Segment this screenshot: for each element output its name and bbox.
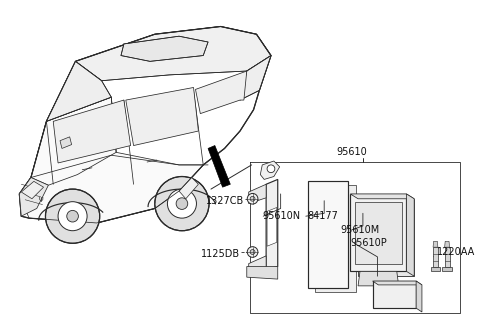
Text: 95610: 95610	[337, 147, 368, 157]
Polygon shape	[350, 194, 414, 199]
Circle shape	[46, 189, 100, 243]
Polygon shape	[315, 185, 356, 292]
Polygon shape	[358, 272, 399, 286]
Polygon shape	[431, 267, 440, 272]
Polygon shape	[21, 181, 44, 199]
Circle shape	[267, 165, 275, 173]
Polygon shape	[19, 27, 271, 223]
Text: 95610N: 95610N	[262, 211, 300, 221]
Polygon shape	[433, 241, 438, 247]
Polygon shape	[208, 145, 230, 187]
Polygon shape	[249, 256, 266, 275]
Text: 84177: 84177	[308, 211, 338, 221]
Polygon shape	[195, 71, 247, 114]
Polygon shape	[247, 267, 278, 279]
Polygon shape	[260, 161, 280, 179]
Polygon shape	[47, 61, 111, 122]
Polygon shape	[179, 178, 198, 199]
Polygon shape	[60, 137, 72, 148]
Text: 95610P: 95610P	[350, 238, 387, 248]
Polygon shape	[358, 199, 414, 276]
Circle shape	[168, 189, 196, 218]
Polygon shape	[46, 216, 100, 239]
Circle shape	[247, 193, 258, 204]
Polygon shape	[31, 97, 116, 185]
Text: 1327CB: 1327CB	[205, 196, 244, 206]
Circle shape	[155, 177, 209, 231]
Circle shape	[176, 198, 188, 209]
Polygon shape	[19, 97, 203, 223]
Polygon shape	[308, 181, 348, 288]
Polygon shape	[407, 194, 414, 276]
Polygon shape	[126, 87, 198, 145]
Polygon shape	[266, 179, 278, 270]
Text: 95610M: 95610M	[341, 225, 380, 235]
Text: 1220AA: 1220AA	[437, 247, 476, 257]
Polygon shape	[240, 55, 271, 100]
Circle shape	[247, 247, 258, 257]
Polygon shape	[267, 207, 277, 246]
Polygon shape	[372, 281, 422, 285]
Polygon shape	[19, 178, 48, 216]
Circle shape	[58, 202, 87, 231]
Text: ψ: ψ	[38, 196, 43, 202]
Polygon shape	[442, 267, 452, 272]
Circle shape	[67, 210, 78, 222]
Polygon shape	[433, 247, 438, 267]
Circle shape	[250, 196, 255, 201]
Polygon shape	[121, 36, 208, 61]
Polygon shape	[444, 247, 449, 267]
Text: 1125DB: 1125DB	[201, 249, 240, 259]
Polygon shape	[444, 241, 449, 247]
Polygon shape	[155, 203, 209, 227]
Polygon shape	[355, 202, 402, 264]
Circle shape	[250, 249, 255, 254]
Polygon shape	[75, 27, 271, 81]
Polygon shape	[350, 194, 407, 272]
Polygon shape	[249, 184, 266, 203]
Polygon shape	[372, 281, 416, 308]
Polygon shape	[416, 281, 422, 312]
Polygon shape	[53, 100, 131, 163]
